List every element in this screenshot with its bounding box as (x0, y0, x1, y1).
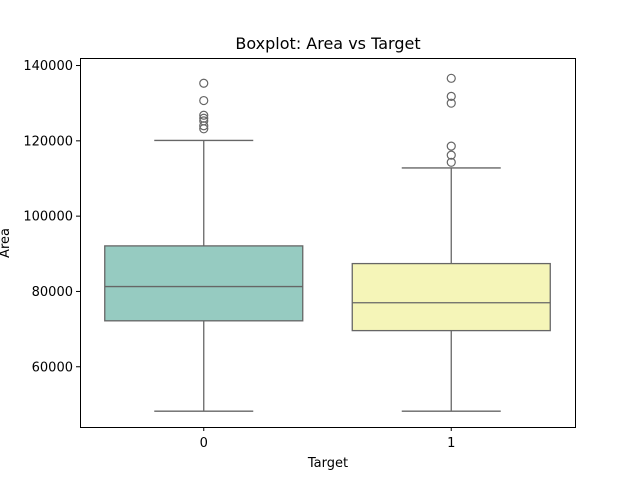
outlier-point (446, 91, 456, 102)
box-group-1 (351, 73, 551, 412)
outlier-point (446, 98, 456, 108)
iqr-box (104, 245, 304, 322)
x-axis-title: Target (307, 456, 348, 471)
iqr-box (351, 262, 551, 332)
x-tick-label: 0 (200, 436, 208, 451)
y-tick-label: 120000 (23, 134, 73, 149)
outlier-point (199, 95, 209, 106)
y-tick-label: 100000 (23, 210, 73, 225)
outlier-point (199, 110, 209, 120)
boxes (104, 73, 551, 412)
y-axis-title: Area (0, 228, 13, 258)
y-tick-label: 80000 (32, 285, 73, 300)
outlier-point (446, 141, 456, 151)
outlier-point (199, 78, 209, 88)
outlier-point (199, 113, 209, 123)
y-tick-label: 60000 (32, 360, 73, 375)
box-group-0 (104, 78, 304, 412)
y-axis: 60000 80000 100000 120000 140000 (23, 59, 80, 375)
x-tick-label: 1 (447, 436, 455, 451)
outlier-point (446, 73, 456, 83)
outlier-point (199, 116, 209, 126)
plot-area (80, 58, 576, 428)
y-tick-label: 140000 (23, 59, 73, 74)
chart-title: Boxplot: Area vs Target (235, 34, 420, 53)
outlier-point (446, 150, 456, 160)
outlier-point (446, 157, 456, 167)
